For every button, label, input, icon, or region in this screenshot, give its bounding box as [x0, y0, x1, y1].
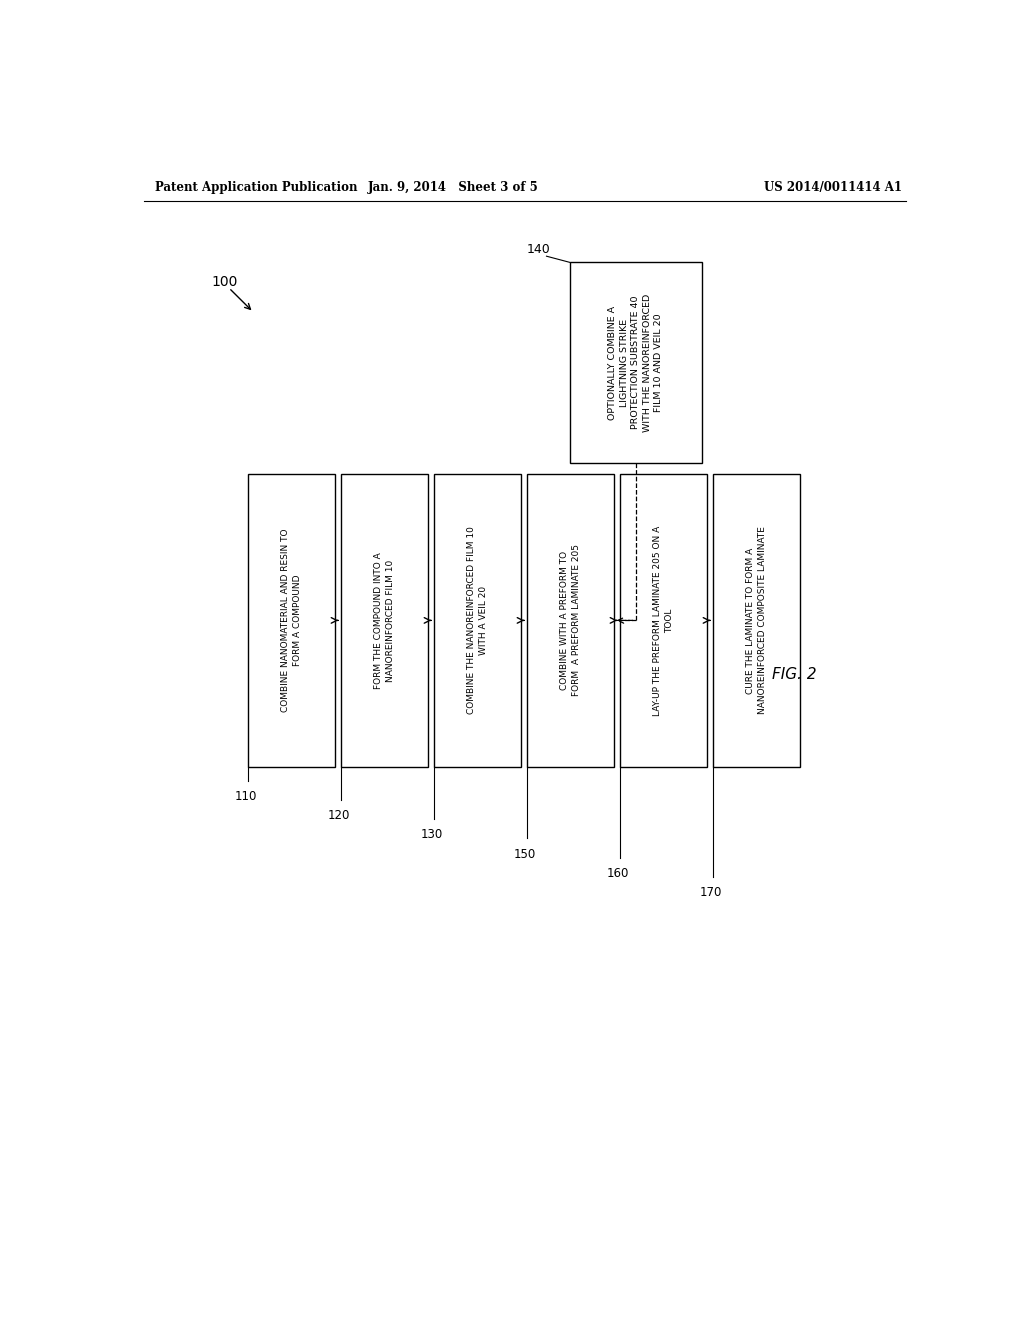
Text: COMBINE THE NANOREINFORCED FILM 10
WITH A VEIL 20: COMBINE THE NANOREINFORCED FILM 10 WITH … [467, 527, 487, 714]
Bar [341, 474, 428, 767]
Bar [621, 474, 707, 767]
Text: OPTIONALLY COMBINE A
LIGHTNING STRIKE
PROTECTION SUBSTRATE 40
WITH THE NANOREINF: OPTIONALLY COMBINE A LIGHTNING STRIKE PR… [608, 293, 663, 432]
Text: COMBINE WITH A PREFORM TO
FORM  A PREFORM LAMINATE 205: COMBINE WITH A PREFORM TO FORM A PREFORM… [560, 544, 581, 697]
Text: COMBINE NANOMATERIAL AND RESIN TO
FORM A COMPOUND: COMBINE NANOMATERIAL AND RESIN TO FORM A… [282, 528, 302, 713]
Text: LAY-UP THE PREFORM LAMINATE 205 ON A
TOOL: LAY-UP THE PREFORM LAMINATE 205 ON A TOO… [653, 525, 674, 715]
Text: Jan. 9, 2014   Sheet 3 of 5: Jan. 9, 2014 Sheet 3 of 5 [368, 181, 539, 194]
Bar [434, 474, 521, 767]
Text: 150: 150 [513, 847, 536, 861]
Text: CURE THE LAMINATE TO FORM A
NANOREINFORCED COMPOSITE LAMINATE: CURE THE LAMINATE TO FORM A NANOREINFORC… [746, 527, 767, 714]
Text: 120: 120 [328, 809, 349, 822]
Text: 110: 110 [234, 789, 257, 803]
Text: 130: 130 [420, 829, 442, 841]
Text: FIG. 2: FIG. 2 [772, 667, 817, 682]
Text: 100: 100 [212, 275, 238, 289]
Text: 140: 140 [527, 243, 551, 256]
Text: US 2014/0011414 A1: US 2014/0011414 A1 [764, 181, 902, 194]
Bar [569, 263, 701, 462]
Bar [527, 474, 614, 767]
Text: Patent Application Publication: Patent Application Publication [155, 181, 357, 194]
Text: FORM THE COMPOUND INTO A
NANOREINFORCED FILM 10: FORM THE COMPOUND INTO A NANOREINFORCED … [375, 552, 394, 689]
Bar [713, 474, 800, 767]
Bar [248, 474, 335, 767]
Text: 160: 160 [606, 867, 629, 880]
Text: 170: 170 [699, 886, 722, 899]
